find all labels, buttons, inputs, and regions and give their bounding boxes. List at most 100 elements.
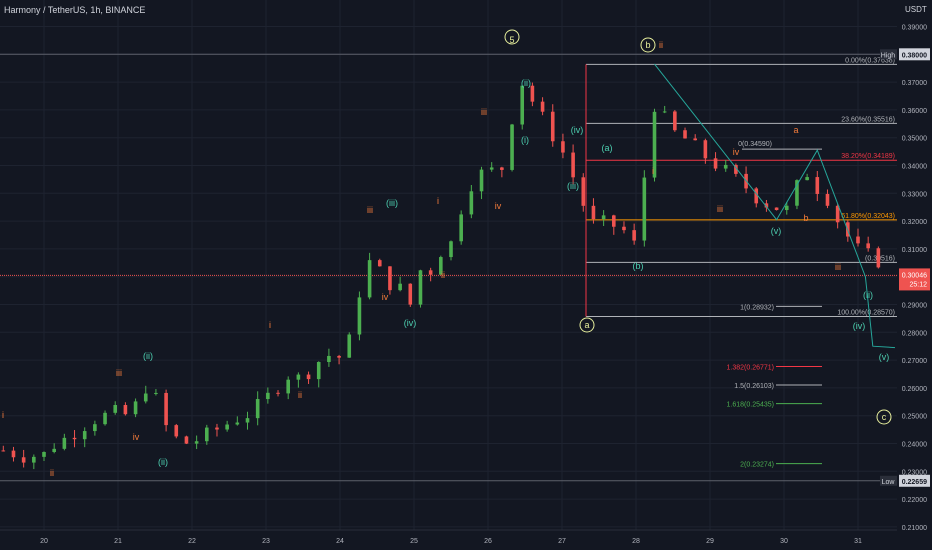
wave-circle <box>876 409 892 425</box>
candle-body <box>581 177 586 206</box>
wave-label: (iv) <box>853 321 866 331</box>
fib-level-label: 0.00%(0.37638) <box>845 57 895 64</box>
candle-body <box>713 158 718 169</box>
wave-label: iii <box>835 262 841 272</box>
time-tick-label: 26 <box>484 538 492 545</box>
price-tick-label: 0.28000 <box>902 330 927 337</box>
fib-level-label: 100.00%(0.28570) <box>837 309 895 316</box>
wave-label: i <box>652 166 654 176</box>
candle-body <box>856 236 860 244</box>
candle-body <box>703 140 708 159</box>
candle-body <box>825 193 830 206</box>
wave-label: c <box>882 412 887 422</box>
high-value: 0.38000 <box>902 52 927 59</box>
candle-body <box>286 379 290 394</box>
price-tick-label: 0.21000 <box>902 525 927 532</box>
wave-label: ii <box>50 468 54 478</box>
candle-body <box>82 431 87 440</box>
fib-ext-label: 0(0.34590) <box>738 141 772 148</box>
candle-body <box>835 205 840 223</box>
candle-body <box>459 214 463 242</box>
time-tick-label: 30 <box>780 538 788 545</box>
candle-body <box>764 203 769 208</box>
wave-lines <box>654 63 896 349</box>
wave-label: i <box>269 320 271 330</box>
fib-ext-label: 1.618(0.25435) <box>727 402 774 409</box>
time-tick-label: 20 <box>40 538 48 545</box>
price-tick-label: 0.36000 <box>902 108 927 115</box>
wave-label: (iii) <box>386 198 398 208</box>
price-tick-label: 0.29000 <box>902 303 927 310</box>
candle-body <box>245 418 250 423</box>
wave-label: (ii) <box>863 290 873 300</box>
price-tick-label: 0.34000 <box>902 164 927 171</box>
candle-body <box>306 374 311 380</box>
candle-body <box>103 412 107 425</box>
candles <box>1 82 881 470</box>
wave-label: iii <box>481 107 487 117</box>
candle-body <box>327 355 331 363</box>
candle-body <box>11 450 16 458</box>
candle-body <box>1 450 6 452</box>
price-tick-label: 0.25000 <box>902 414 927 421</box>
candle-body <box>398 283 402 291</box>
wave-label: (a) <box>602 143 613 153</box>
wave-label: 5 <box>509 35 514 45</box>
candle-body <box>571 152 575 178</box>
candle-body <box>428 270 433 275</box>
candle-body <box>479 169 484 192</box>
wave-label: iv <box>733 147 740 157</box>
candle-body <box>367 260 372 298</box>
low-value: 0.22659 <box>902 479 927 486</box>
price-tick-label: 0.37000 <box>902 80 927 87</box>
candle-body <box>255 399 260 419</box>
wave-label: a <box>793 125 798 135</box>
candle-body <box>184 436 189 444</box>
candle-body <box>347 334 352 358</box>
time-tick-label: 21 <box>114 538 122 545</box>
candle-body <box>93 424 97 432</box>
wave-label: (iv) <box>404 318 417 328</box>
candle-body <box>123 404 128 415</box>
wave-label: iii <box>717 204 723 214</box>
candle-body <box>754 188 759 204</box>
fib-level-label: 61.80%(0.32043) <box>841 213 895 220</box>
wave-label: ii <box>298 390 302 400</box>
time-tick-label: 25 <box>410 538 418 545</box>
fib-level-label: 38.20%(0.34189) <box>841 153 895 160</box>
low-tag: Low <box>882 479 896 486</box>
fib-ext-label: 1.382(0.26771) <box>727 364 774 371</box>
candle-body <box>408 283 413 305</box>
candle-body <box>21 457 26 463</box>
price-tick-label: 0.32000 <box>902 219 927 226</box>
candle-body <box>194 441 199 444</box>
candle-body <box>143 393 148 402</box>
wave-label: (v) <box>771 226 782 236</box>
candle-body <box>723 164 728 169</box>
wave-label: (ii) <box>143 351 153 361</box>
wave-label: b <box>803 213 808 223</box>
candle-body <box>784 205 789 211</box>
fib-ext-label: 2(0.23274) <box>740 462 774 469</box>
wave-label: (iv) <box>571 125 584 135</box>
candle-body <box>805 177 809 181</box>
candle-body <box>622 226 626 231</box>
candle-body <box>774 207 779 211</box>
time-axis-bg <box>0 530 932 550</box>
candle-body <box>266 392 270 400</box>
currency-label: USDT <box>905 5 927 14</box>
high-tag: High <box>881 52 896 59</box>
time-tick-label: 23 <box>262 538 270 545</box>
price-tick-label: 0.39000 <box>902 25 927 32</box>
time-tick-label: 29 <box>706 538 714 545</box>
price-tick-label: 0.26000 <box>902 386 927 393</box>
candle-body <box>388 266 392 291</box>
time-tick-label: 28 <box>632 538 640 545</box>
wave-label: i <box>437 196 439 206</box>
price-tick-label: 0.23000 <box>902 469 927 476</box>
price-tick-label: 0.31000 <box>902 247 927 254</box>
high-tag-bg <box>880 49 897 60</box>
wave-label: (v) <box>879 352 890 362</box>
